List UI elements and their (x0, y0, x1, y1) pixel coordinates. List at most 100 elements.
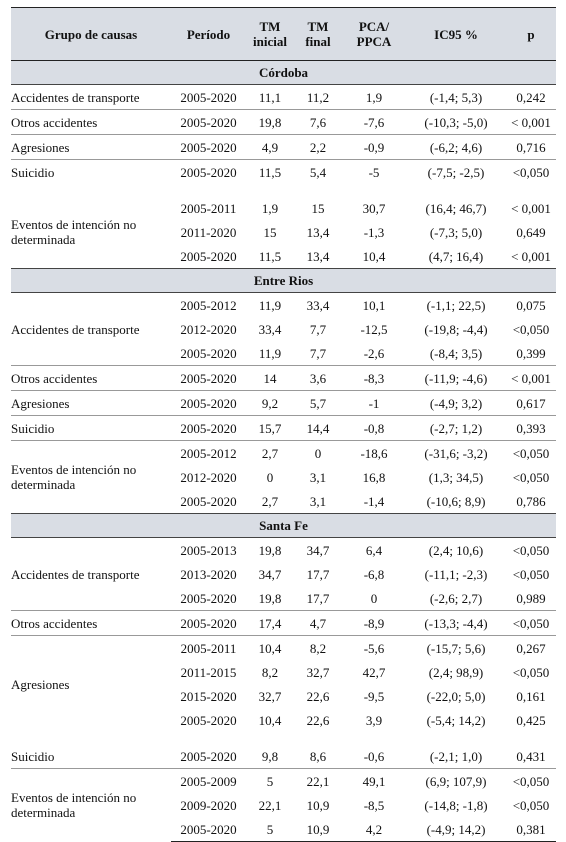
period-cell: 2012-2020 (180, 469, 237, 485)
pca-cell: 42,7 (362, 664, 386, 680)
period-cell: 2005-2012 (171, 440, 246, 465)
tm-final-cell: 11,2 (306, 89, 330, 105)
cause-cell: Suicidio (11, 159, 171, 184)
tm-final-cell: 34,7 (306, 542, 330, 558)
table-row: Suicidio 2005-2020 9,8 8,6 -0,6 (-2,1; 1,0) 0,… (11, 744, 556, 769)
tm-initial-cell: 11,1 (258, 89, 282, 105)
region-name: Entre Rios (11, 268, 556, 293)
cause-cell: Agresiones (11, 635, 171, 732)
header-ic95: IC95 % (406, 7, 506, 61)
p-value-cell: 0,399 (516, 345, 546, 361)
pca-cell: -8,9 (342, 610, 406, 636)
period-cell: 2011-2020 (180, 224, 237, 240)
table-row: 2005-2020 10,4 22,6 3,9 (-5,4; 14,2) 0,425 (11, 708, 556, 732)
spacer-cell (11, 184, 556, 196)
tm-initial-cell: 9,8 (261, 748, 279, 764)
tm-final-cell: 8,2 (294, 635, 342, 660)
pca-cell: -8,5 (363, 797, 385, 813)
ic95-cell: (-31,6; -3,2) (406, 440, 506, 465)
ic95-cell: (16,4; 46,7) (425, 200, 487, 216)
ic95-cell: (-4,9; 14,2) (406, 817, 506, 842)
ic95-cell: (6,9; 107,9) (406, 768, 506, 793)
tm-final-cell: 7,7 (309, 345, 327, 361)
pca-cell: -1,4 (363, 493, 385, 509)
ic95-cell: (-11,9; -4,6) (406, 365, 506, 391)
tm-initial-cell: 10,4 (258, 712, 282, 728)
spacer-row (11, 184, 556, 196)
pca-cell: 3,9 (365, 712, 383, 728)
table-row: 2005-2020 11,5 13,4 10,4 (4,7; 16,4) < 0,001 (11, 244, 556, 269)
period-cell: 2005-2020 (171, 415, 246, 441)
tm-final-cell: 7,7 (309, 321, 327, 337)
p-value-cell: < 0,001 (511, 200, 551, 216)
tm-initial-cell: 1,9 (261, 200, 279, 216)
ic95-cell: (-6,2; 4,6) (406, 134, 506, 160)
pca-cell: -1 (342, 390, 406, 416)
tm-initial-cell: 11,5 (246, 159, 294, 184)
tm-initial-cell: 0 (266, 469, 274, 485)
p-value-cell: <0,050 (512, 664, 550, 680)
tm-final-cell: 32,7 (306, 664, 330, 680)
period-cell: 2005-2020 (171, 365, 246, 391)
cause-cell: Agresiones (11, 134, 171, 160)
pca-cell: 10,4 (362, 248, 386, 264)
ic95-cell: (-1,4; 5,3) (429, 89, 483, 105)
period-cell: 2005-2020 (171, 159, 246, 184)
tm-final-cell: 10,9 (294, 817, 342, 842)
table-row: Otros accidentes 2005-2020 19,8 7,6 -7,6 (-10… (11, 109, 556, 135)
period-cell: 2005-2020 (180, 89, 237, 105)
period-cell: 2005-2020 (171, 134, 246, 160)
p-value-cell: 0,989 (516, 590, 546, 606)
tm-final-cell: 4,7 (294, 610, 342, 636)
table-header-row: Grupo de causas Período TM inicial TM fi… (11, 7, 556, 61)
tm-final-cell: 5,7 (294, 390, 342, 416)
pca-cell: 1,9 (365, 89, 383, 105)
header-tm-initial: TM inicial (246, 7, 294, 61)
tm-initial-cell: 33,4 (258, 321, 282, 337)
pca-cell: -7,6 (342, 109, 406, 135)
ic95-cell: (-11,1; -2,3) (424, 566, 488, 582)
pca-cell: -0,8 (342, 415, 406, 441)
tm-final-cell: 0 (294, 440, 342, 465)
tm-initial-cell: 2,7 (246, 440, 294, 465)
ic95-cell: (-2,6; 2,7) (429, 590, 483, 606)
tm-initial-cell: 15 (263, 224, 277, 240)
pca-cell: -0,9 (342, 134, 406, 160)
table-row: 2005-2020 11,9 7,7 -2,6 (-8,4; 3,5) 0,399 (11, 341, 556, 366)
table-row: Eventos de intención no determinada 2005-… (11, 196, 556, 247)
tm-initial-cell: 2,7 (261, 493, 279, 509)
period-cell: 2005-2020 (171, 109, 246, 135)
ic95-cell: (-14,8; -1,8) (424, 797, 488, 813)
period-cell: 2005-2020 (180, 493, 237, 509)
table-row: 2012-2020 0 3,1 16,8 (1,3; 34,5) <0,050 (11, 465, 556, 489)
ic95-cell: (-10,3; -5,0) (406, 109, 506, 135)
period-cell: 2005-2020 (180, 590, 237, 606)
tm-final-cell: 22,1 (294, 768, 342, 793)
tm-final-cell: 13,4 (306, 248, 330, 264)
pca-cell: 6,4 (365, 542, 383, 558)
tm-final-cell: 7,6 (294, 109, 342, 135)
p-value-cell: < 0,001 (506, 365, 556, 391)
header-p: p (506, 7, 556, 61)
pca-cell: 49,1 (342, 768, 406, 793)
p-value-cell: 0,381 (506, 817, 556, 842)
tm-initial-cell: 34,7 (258, 566, 282, 582)
tm-final-cell: 14,4 (294, 415, 342, 441)
tm-initial-cell: 5 (246, 817, 294, 842)
p-value-cell: 0,267 (506, 635, 556, 660)
p-value-cell: 0,425 (516, 712, 546, 728)
table-row: 2013-2020 34,7 17,7 -6,8 (-11,1; -2,3) <0,050 (11, 562, 556, 586)
tm-final-cell: 10,9 (306, 797, 330, 813)
p-value-cell: 0,431 (516, 748, 546, 764)
period-cell: 2005-2020 (180, 248, 237, 264)
cause-cell: Suicidio (11, 415, 171, 441)
table-row: Agresiones 2005-2011 10,4 8,2 -5,6 (-15,7; 5,… (11, 635, 556, 732)
header-tm-final: TM final (294, 7, 342, 61)
period-cell: 2015-2020 (180, 688, 237, 704)
period-cell: 2005-2020 (171, 610, 246, 636)
pca-cell: -8,3 (342, 365, 406, 391)
ic95-cell: (-19,8; -4,4) (424, 321, 488, 337)
cause-cell: Eventos de intención no determinada (11, 217, 137, 247)
table-row: 2011-2015 8,2 32,7 42,7 (2,4; 98,9) <0,050 (11, 660, 556, 684)
tm-initial-cell: 15,7 (246, 415, 294, 441)
